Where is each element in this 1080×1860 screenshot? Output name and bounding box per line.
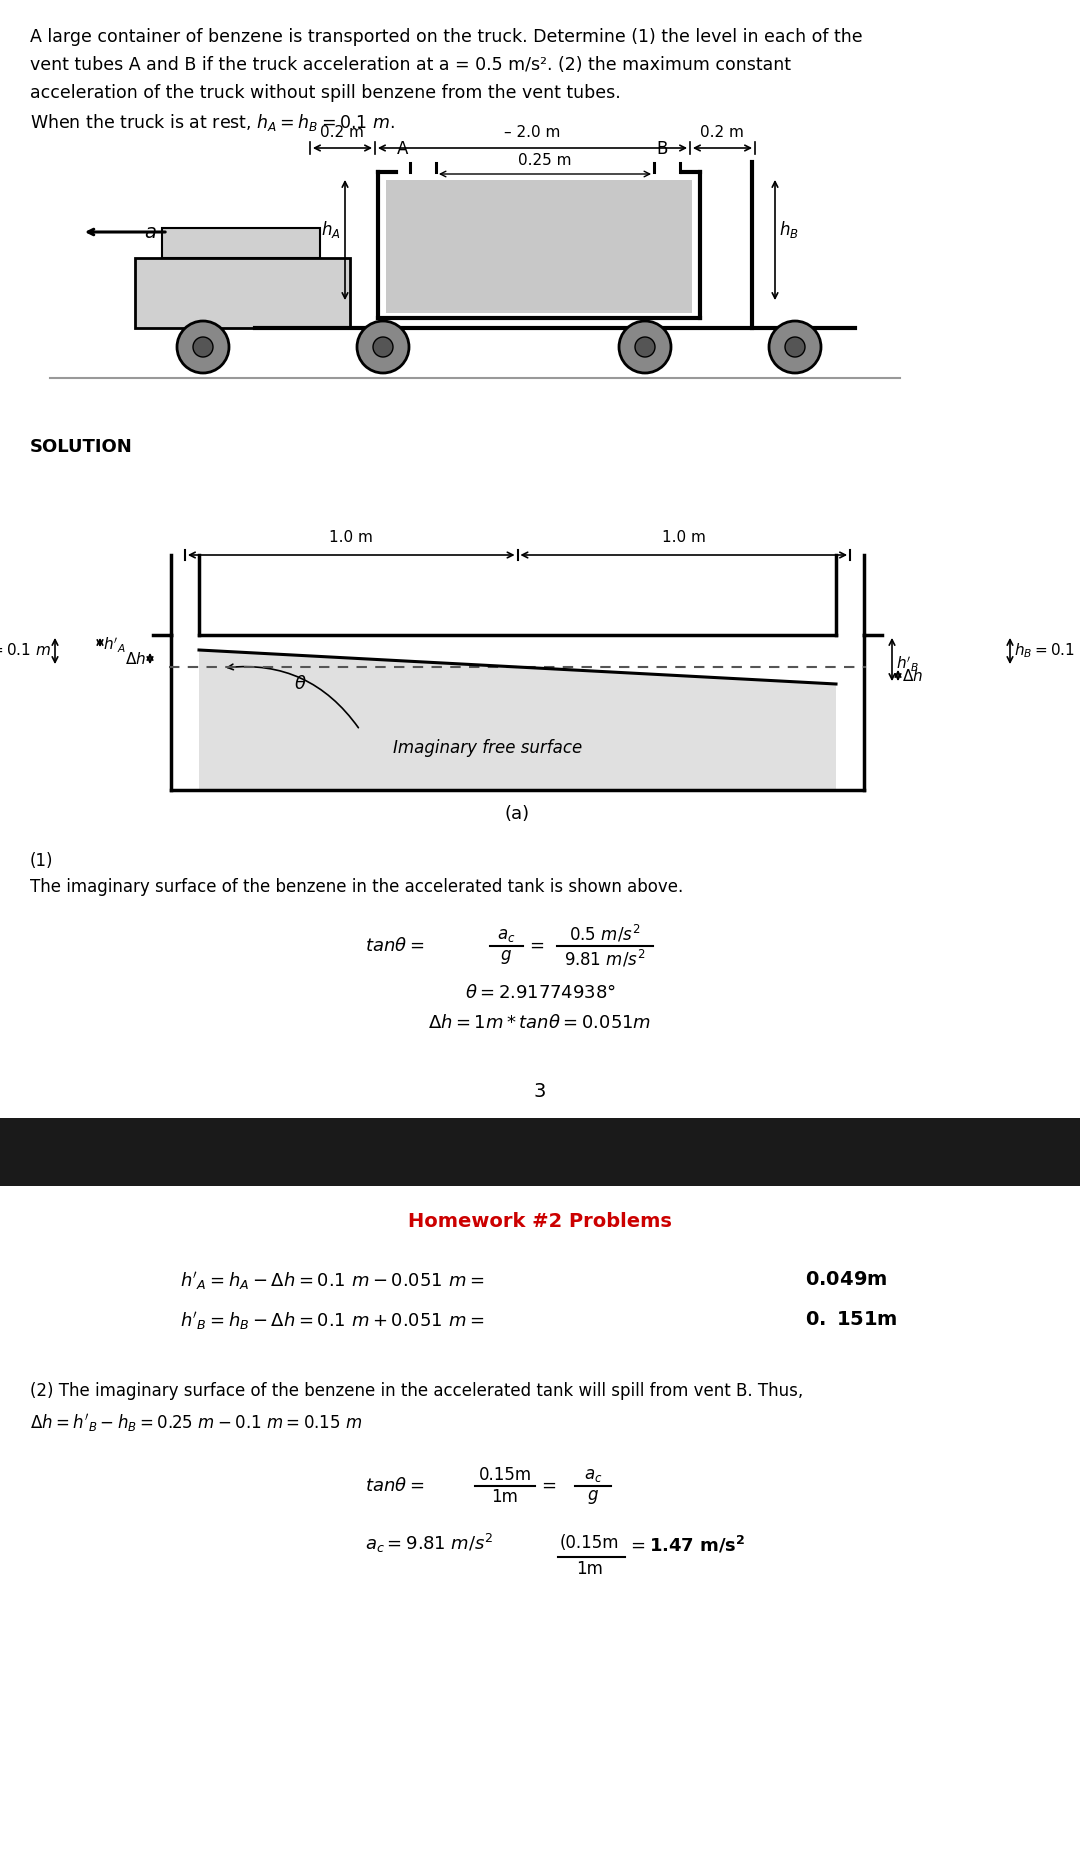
- Text: (1): (1): [30, 852, 54, 870]
- Text: Imaginary free surface: Imaginary free surface: [393, 738, 582, 757]
- Text: $h_A$: $h_A$: [322, 219, 341, 240]
- Text: $\mathbf{0.049m}$: $\mathbf{0.049m}$: [805, 1270, 888, 1289]
- Text: $g$: $g$: [588, 1488, 599, 1507]
- Circle shape: [177, 322, 229, 374]
- Text: 0.2 m: 0.2 m: [320, 125, 364, 140]
- Text: 3: 3: [534, 1083, 546, 1101]
- Text: $0.5\ m/s^2$: $0.5\ m/s^2$: [569, 923, 640, 945]
- Text: A: A: [396, 140, 408, 158]
- Text: $\Delta h = h'_B - h_B = 0.25\ m - 0.1\ m = 0.15\ m$: $\Delta h = h'_B - h_B = 0.25\ m - 0.1\ …: [30, 1412, 363, 1434]
- Text: $\mathbf{0.\ 151m}$: $\mathbf{0.\ 151m}$: [805, 1309, 897, 1330]
- Text: $9.81\ m/s^2$: $9.81\ m/s^2$: [564, 949, 646, 969]
- Circle shape: [193, 337, 213, 357]
- Circle shape: [373, 337, 393, 357]
- Text: 0.2 m: 0.2 m: [700, 125, 744, 140]
- Text: $\Delta h$: $\Delta h$: [125, 651, 146, 666]
- Text: 0.15m: 0.15m: [478, 1466, 531, 1484]
- Text: a: a: [144, 223, 156, 242]
- Text: 1.0 m: 1.0 m: [329, 530, 374, 545]
- Text: The imaginary surface of the benzene in the accelerated tank is shown above.: The imaginary surface of the benzene in …: [30, 878, 684, 897]
- Text: $\Delta h$: $\Delta h$: [902, 668, 923, 683]
- Circle shape: [769, 322, 821, 374]
- Text: B: B: [656, 140, 667, 158]
- Text: $h_A=0.1\ m$: $h_A=0.1\ m$: [0, 642, 51, 660]
- Text: acceleration of the truck without spill benzene from the vent tubes.: acceleration of the truck without spill …: [30, 84, 621, 102]
- Text: =: =: [541, 1477, 556, 1495]
- Text: $\theta = 2.91774938°$: $\theta = 2.91774938°$: [464, 984, 616, 1003]
- Bar: [386, 180, 692, 312]
- Text: $h'_A = h_A - \Delta h = 0.1\ m - 0.051\ m =$: $h'_A = h_A - \Delta h = 0.1\ m - 0.051\…: [180, 1270, 484, 1293]
- Text: $h'_B$: $h'_B$: [896, 655, 919, 673]
- Bar: [0, 1118, 1080, 1187]
- Circle shape: [619, 322, 671, 374]
- Text: 0.25 m: 0.25 m: [518, 153, 571, 167]
- Text: $a_c = 9.81\ m/s^2$: $a_c = 9.81\ m/s^2$: [365, 1533, 494, 1555]
- Polygon shape: [199, 649, 836, 790]
- Text: $h'_B = h_B - \Delta h = 0.1\ m + 0.051\ m =$: $h'_B = h_B - \Delta h = 0.1\ m + 0.051\…: [180, 1309, 484, 1332]
- Text: (2) The imaginary surface of the benzene in the accelerated tank will spill from: (2) The imaginary surface of the benzene…: [30, 1382, 804, 1401]
- Text: $a_c$: $a_c$: [497, 926, 515, 945]
- Circle shape: [785, 337, 805, 357]
- Text: $h_B$: $h_B$: [779, 219, 799, 240]
- Bar: [135, 259, 350, 327]
- Text: When the truck is at rest, $h_A = h_B = 0.1\ m$.: When the truck is at rest, $h_A = h_B = …: [30, 112, 395, 134]
- Text: 1m: 1m: [577, 1561, 604, 1577]
- Text: $\Delta h = 1m * tan\theta = 0.051m$: $\Delta h = 1m * tan\theta = 0.051m$: [429, 1014, 651, 1032]
- Text: $g$: $g$: [500, 949, 512, 965]
- Circle shape: [357, 322, 409, 374]
- Text: A large container of benzene is transported on the truck. Determine (1) the leve: A large container of benzene is transpor…: [30, 28, 863, 46]
- Bar: [162, 229, 320, 259]
- Text: vent tubes A and B if the truck acceleration at a = 0.5 m/s². (2) the maximum co: vent tubes A and B if the truck accelera…: [30, 56, 791, 74]
- Text: $tan\theta =$: $tan\theta =$: [365, 937, 424, 954]
- Text: $= \mathbf{1.47\ m/s^2}$: $= \mathbf{1.47\ m/s^2}$: [627, 1534, 745, 1555]
- Text: $\theta$: $\theta$: [294, 675, 307, 694]
- Text: 1m: 1m: [491, 1488, 518, 1507]
- Text: – 2.0 m: – 2.0 m: [503, 125, 561, 140]
- Circle shape: [635, 337, 654, 357]
- Text: 1.0 m: 1.0 m: [662, 530, 705, 545]
- Text: =: =: [529, 937, 544, 954]
- Text: (0.15m: (0.15m: [561, 1534, 620, 1551]
- Text: $a_c$: $a_c$: [584, 1466, 603, 1484]
- Text: (a): (a): [505, 805, 530, 822]
- Text: $tan\theta =$: $tan\theta =$: [365, 1477, 424, 1495]
- Text: $h_B=0.1\ m$: $h_B=0.1\ m$: [1014, 642, 1080, 660]
- Text: $h'_A$: $h'_A$: [103, 636, 126, 655]
- Text: Homework #2 Problems: Homework #2 Problems: [408, 1213, 672, 1231]
- Text: SOLUTION: SOLUTION: [30, 437, 133, 456]
